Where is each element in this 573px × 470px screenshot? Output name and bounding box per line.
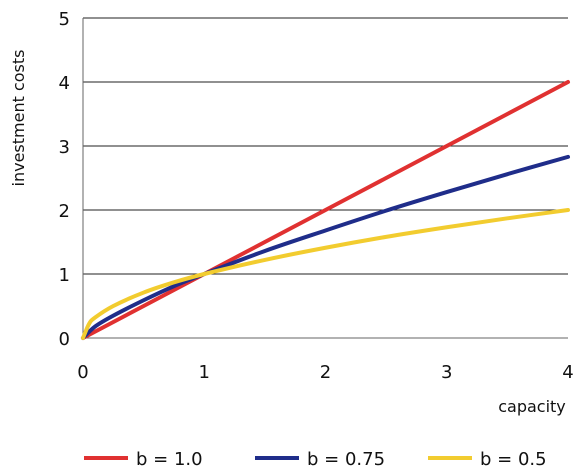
legend-label-3: b = 0.5 bbox=[480, 449, 547, 470]
legend: b = 1.0 b = 0.75 b = 0.5 bbox=[84, 449, 547, 470]
x-tick-label: 3 bbox=[441, 362, 452, 383]
legend-label-1: b = 1.0 bbox=[136, 449, 203, 470]
y-axis-title: investment costs bbox=[9, 50, 28, 187]
x-axis-title: capacity bbox=[498, 397, 566, 416]
y-tick-label: 5 bbox=[59, 9, 70, 30]
x-tick-label: 0 bbox=[77, 362, 88, 383]
gridlines bbox=[83, 17, 568, 275]
x-tick-label: 2 bbox=[320, 362, 331, 383]
legend-label-2: b = 0.75 bbox=[307, 449, 385, 470]
y-tick-label: 2 bbox=[59, 201, 70, 222]
tick-labels: 0 1 2 3 4 5 0 1 2 3 4 bbox=[59, 9, 573, 383]
series-line-3 bbox=[81, 208, 570, 340]
y-tick-label: 1 bbox=[59, 265, 70, 286]
x-tick-label: 1 bbox=[199, 362, 210, 383]
series-lines bbox=[81, 80, 570, 340]
y-tick-label: 4 bbox=[59, 73, 70, 94]
y-tick-label: 3 bbox=[59, 137, 70, 158]
series-line-2 bbox=[81, 154, 570, 340]
axes bbox=[82, 18, 568, 339]
series-line-1 bbox=[81, 80, 570, 340]
x-tick-label: 4 bbox=[562, 362, 573, 383]
y-tick-label: 0 bbox=[59, 329, 70, 350]
